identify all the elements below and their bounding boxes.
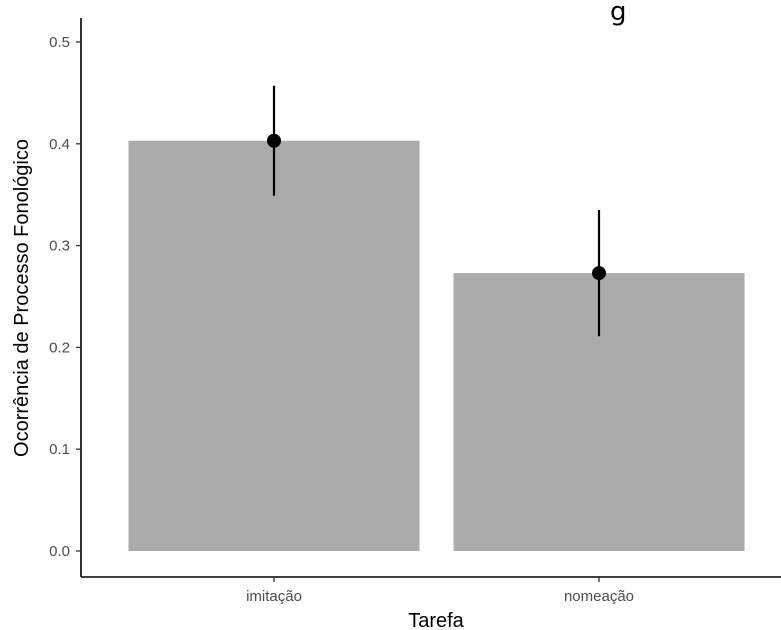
y-axis-title: Ocorrência de Processo Fonológico [11,139,33,457]
axes-layer [80,18,781,578]
x-axis-title: Tarefa [408,610,464,630]
mean-point [592,266,606,281]
y-ticks-layer: 0.0 0.1 0.2 0.3 0.4 0.5 [49,34,81,560]
y-tick-label: 0.0 [49,543,70,560]
y-tick-label: 0.3 [49,238,70,255]
bar [128,140,420,551]
x-ticks-layer: imitação nomeação [246,577,634,605]
y-tick-label: 0.2 [49,339,70,356]
bars-layer [128,140,745,551]
x-tick-label: nomeação [564,588,634,605]
y-tick-label: 0.1 [49,441,70,458]
y-tick-label: 0.5 [49,34,70,51]
x-tick-label: imitação [246,588,302,605]
chart-title-fragment: g [610,0,627,27]
mean-point [267,133,281,148]
error-bars-layer [267,85,606,337]
y-tick-label: 0.4 [49,136,70,153]
